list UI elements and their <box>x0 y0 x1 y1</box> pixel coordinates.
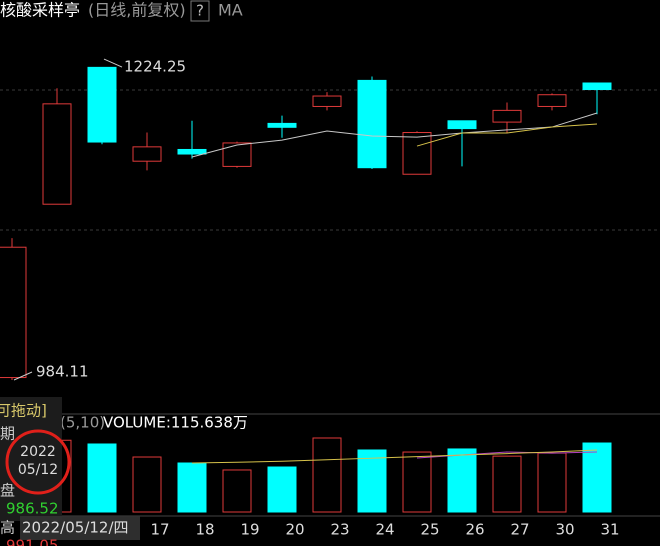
tooltip: 可拖动] 期 2022 05/12 盘 986.52 高 2022/05/12/… <box>0 397 140 546</box>
chart-title: 核酸采样亭 <box>0 1 80 20</box>
candle-body <box>537 94 567 107</box>
subtitle: (日线,前复权) <box>88 1 186 20</box>
plot: 17 18 19 20 23 24 25 26 27 30 31 1224.25 984.11 <box>0 58 620 539</box>
x-tick-label: 19 <box>240 521 259 539</box>
candle-body <box>312 95 342 107</box>
x-tick-label: 17 <box>150 521 169 539</box>
candle-body <box>0 246 27 379</box>
annotation-arrow <box>13 371 33 381</box>
highlight-circle <box>5 429 71 495</box>
help-box[interactable] <box>190 0 210 22</box>
annotation-arrow <box>103 58 123 68</box>
help[interactable]: ? <box>196 2 204 20</box>
tooltip-close: 986.52 <box>6 500 59 518</box>
x-tick-label: 24 <box>375 521 394 539</box>
volume-bar <box>492 455 522 513</box>
candle-body <box>222 142 252 167</box>
tooltip-day: 05/12 <box>18 462 58 478</box>
volume-bar <box>87 443 117 513</box>
annotation: 984.11 <box>36 363 89 381</box>
candle-body <box>447 120 477 130</box>
annotation: 1224.25 <box>124 58 186 76</box>
candle-body <box>267 122 297 128</box>
tooltip-key: 高 <box>0 519 15 537</box>
x-tick-label: 27 <box>510 521 529 539</box>
x-tick-label: 30 <box>555 521 574 539</box>
volume-bar <box>402 451 432 513</box>
candle-body <box>582 82 612 91</box>
candle-body <box>87 66 117 143</box>
candle-body <box>42 103 72 205</box>
tooltip-key: 盘 <box>0 482 15 500</box>
tooltip-drag: 可拖动] <box>0 402 47 420</box>
ma-line <box>416 123 598 147</box>
volume-params: (5,10) <box>60 414 105 432</box>
date-box <box>20 516 140 540</box>
candle-body <box>177 148 207 155</box>
volume-bar <box>357 449 387 513</box>
indicator: MA <box>218 1 243 20</box>
x-tick-label: 20 <box>285 521 304 539</box>
volume-bar <box>132 456 162 513</box>
volume-bar <box>537 452 567 513</box>
x-tick-label: 26 <box>465 521 484 539</box>
x-tick-label: 25 <box>420 521 439 539</box>
volume-label: VOLUME:115.638万 <box>103 414 248 432</box>
candle-body <box>132 146 162 162</box>
candle-body <box>357 79 387 169</box>
ma-line <box>191 449 598 464</box>
date-full: 2022/05/12/四 <box>22 519 129 537</box>
volume-bar <box>312 437 342 513</box>
tooltip-box <box>0 397 62 521</box>
volume-bar <box>222 469 252 513</box>
volume-bar <box>447 448 477 513</box>
tooltip-key: 期 <box>0 425 15 443</box>
ma-line <box>191 112 598 158</box>
x-tick-label: 31 <box>600 521 619 539</box>
volume-bar <box>267 466 297 513</box>
candle-body <box>492 109 522 123</box>
tooltip-high: 991.05 <box>6 537 59 546</box>
x-tick-label: 23 <box>330 521 349 539</box>
candle-body <box>402 132 432 175</box>
x-tick-label: 18 <box>195 521 214 539</box>
tooltip-year: 2022 <box>20 444 56 460</box>
volume-bar <box>582 442 612 513</box>
volume-bar <box>177 462 207 513</box>
